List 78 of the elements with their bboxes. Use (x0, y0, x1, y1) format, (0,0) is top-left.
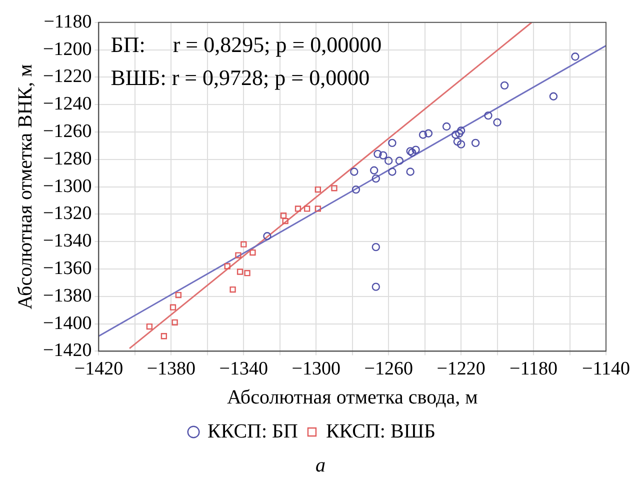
legend-label: ККСП: ВШБ (326, 420, 436, 442)
y-tick-label: −1360 (42, 258, 92, 279)
x-tick-label: −1420 (74, 358, 124, 380)
y-tick-label: −1220 (42, 66, 92, 88)
point (314, 206, 322, 212)
x-tick-label: −1140 (582, 358, 630, 380)
point (456, 126, 466, 135)
point (146, 323, 153, 330)
point (571, 52, 580, 61)
x-tick-label: −1180 (510, 358, 558, 380)
point (406, 147, 414, 156)
point (244, 270, 250, 276)
text: а (316, 454, 326, 476)
y-axis-title: Абсолютная отметка ВНК, м (14, 64, 36, 310)
point (374, 150, 382, 158)
point (314, 186, 322, 193)
annotation: БП: r = 0,8295; p = 0,00000 (110, 32, 382, 58)
point (280, 212, 287, 219)
point (406, 168, 414, 176)
point (350, 168, 358, 176)
point (250, 249, 256, 256)
y-tick-label: −1400 (42, 312, 92, 334)
point (395, 156, 404, 165)
point (379, 151, 388, 160)
point (236, 268, 244, 275)
point (224, 263, 230, 270)
point (175, 292, 182, 298)
point (172, 319, 178, 326)
x-tick-label: −1380 (146, 358, 196, 380)
legend-label: ККСП: БП (208, 420, 298, 442)
point (455, 129, 464, 138)
point (235, 252, 242, 258)
y-tick-label: −1300 (42, 176, 92, 197)
point (304, 206, 310, 212)
point (412, 146, 420, 154)
point (493, 118, 502, 127)
point (331, 185, 338, 192)
point (442, 122, 451, 131)
point (471, 138, 480, 148)
y-tick-label: −1380 (42, 285, 92, 306)
point (456, 140, 466, 148)
point (408, 148, 416, 157)
point (160, 333, 168, 340)
point (452, 130, 460, 139)
point (549, 92, 558, 100)
point (484, 111, 492, 120)
y-tick-label: −1180 (44, 11, 92, 32)
y-tick-label: −1240 (42, 94, 92, 115)
point (372, 174, 380, 183)
point (263, 232, 272, 240)
point (388, 138, 396, 148)
x-tick-label: −1300 (292, 358, 340, 380)
point (418, 130, 428, 139)
point (453, 137, 462, 146)
point (384, 156, 393, 165)
y-tick-label: −1200 (42, 38, 92, 60)
y-tick-label: −1260 (42, 120, 92, 142)
x-tick-label: −1220 (436, 358, 486, 380)
point (282, 218, 288, 224)
point (372, 242, 380, 252)
y-tick-label: −1320 (42, 203, 92, 224)
point (370, 166, 378, 174)
x-tick-label: −1260 (364, 358, 413, 380)
y-tick-label: −1420 (42, 340, 92, 362)
point (424, 129, 433, 138)
y-tick-label: −1340 (42, 230, 92, 252)
point (372, 282, 380, 291)
point (294, 206, 302, 212)
x-axis-title: Абсолютная отметка свода, м (226, 386, 478, 408)
point (388, 168, 396, 176)
point (230, 286, 236, 293)
x-tick-label: −1340 (219, 358, 268, 380)
point (500, 81, 509, 90)
point (240, 241, 247, 248)
y-tick-label: −1280 (42, 148, 92, 170)
point (170, 304, 176, 310)
point (352, 185, 360, 194)
annotation: ВШБ: r = 0,9728; p = 0,0000 (110, 65, 370, 90)
